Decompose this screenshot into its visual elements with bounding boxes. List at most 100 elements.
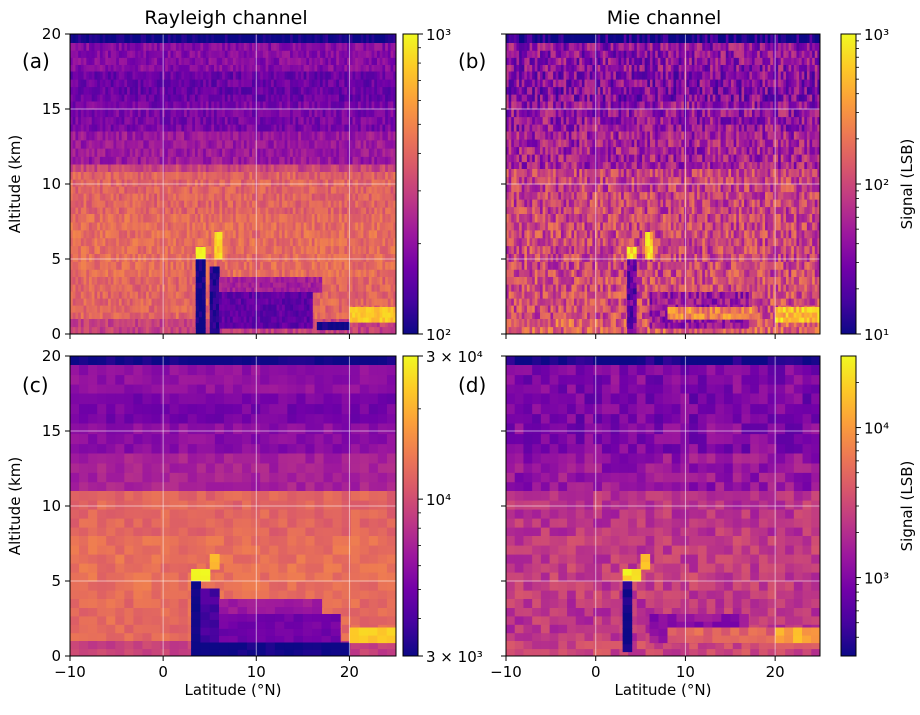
heatmap-cell <box>116 298 120 306</box>
heatmap-cell <box>72 237 77 247</box>
heatmap-cell <box>357 94 362 103</box>
heatmap-cell <box>330 34 335 44</box>
heatmap-cell <box>140 64 144 73</box>
heatmap-cell <box>167 291 172 299</box>
heatmap-cell <box>110 43 115 51</box>
heatmap-cell <box>310 287 314 293</box>
heatmap-cell <box>113 64 117 73</box>
heatmap-cell <box>118 229 123 239</box>
heatmap-cell <box>97 43 101 51</box>
heatmap-cell <box>279 148 283 157</box>
heatmap-cell <box>268 193 272 201</box>
heatmap-cell <box>241 64 245 73</box>
heatmap-cell <box>347 156 351 166</box>
heatmap-cell <box>281 86 286 95</box>
heatmap-cell <box>184 253 188 262</box>
heatmap-cell <box>192 139 196 149</box>
heatmap-cell <box>333 43 337 51</box>
heatmap-cell <box>374 124 378 133</box>
heatmap-cell <box>328 156 332 166</box>
heatmap-cell <box>194 179 199 187</box>
heatmap-cell <box>271 172 275 180</box>
heatmap-cell <box>349 50 354 58</box>
heatmap-cell <box>355 148 359 157</box>
heatmap-cell <box>347 269 351 278</box>
heatmap-cell <box>175 261 180 270</box>
heatmap-cell <box>352 156 356 166</box>
heatmap-cell <box>200 131 204 141</box>
heatmap-cell <box>129 193 134 201</box>
heatmap-cell <box>300 214 305 223</box>
heatmap-cell <box>271 34 275 44</box>
heatmap-cell <box>309 86 313 95</box>
heatmap-cell <box>91 269 96 278</box>
heatmap-cell <box>209 291 214 298</box>
heatmap-cell <box>352 131 356 141</box>
heatmap-cell <box>89 326 93 334</box>
heatmap-cell <box>113 291 117 299</box>
heatmap-cell <box>211 253 215 262</box>
heatmap-cell <box>338 298 343 306</box>
heatmap-cell <box>175 116 180 125</box>
heatmap-cell <box>224 221 229 231</box>
heatmap-cell <box>292 86 297 95</box>
heatmap-cell <box>192 284 196 292</box>
heatmap-cell <box>129 312 134 320</box>
heatmap-cell <box>110 101 115 110</box>
heatmap-cell <box>379 148 384 157</box>
heatmap-cell <box>132 269 136 278</box>
heatmap-cell <box>257 156 261 166</box>
heatmap-cell <box>290 64 294 73</box>
heatmap-cell <box>249 124 253 133</box>
heatmap-cell <box>75 50 79 58</box>
heatmap-cell <box>368 79 373 88</box>
heatmap-cell <box>292 229 297 239</box>
heatmap-cell <box>72 116 77 125</box>
heatmap-cell <box>322 291 326 299</box>
heatmap-cell <box>330 139 335 149</box>
heatmap-cell <box>314 261 318 270</box>
heatmap-cell <box>393 64 396 73</box>
heatmap-cell <box>317 214 321 223</box>
heatmap-cell <box>387 86 392 95</box>
heatmap-cell <box>235 200 240 208</box>
heatmap-cell <box>170 200 174 208</box>
heatmap-cell <box>127 221 131 231</box>
heatmap-cell <box>317 221 321 231</box>
heatmap-cell <box>333 229 337 239</box>
heatmap-cell <box>276 116 280 125</box>
heatmap-cell <box>257 148 261 157</box>
heatmap-cell <box>189 237 193 247</box>
heatmap-cell <box>352 291 356 299</box>
heatmap-cell <box>108 156 112 166</box>
heatmap-cell <box>352 207 356 215</box>
heatmap-cell <box>243 148 248 157</box>
heatmap-cell <box>212 309 217 317</box>
heatmap-cell <box>140 298 144 306</box>
heatmap-cell <box>319 43 324 51</box>
heatmap-cell <box>227 253 231 262</box>
heatmap-cell <box>192 200 196 208</box>
heatmap-cell <box>124 305 128 313</box>
heatmap-cell <box>325 326 329 334</box>
heatmap-cell <box>344 186 348 194</box>
heatmap-cell <box>165 64 169 73</box>
heatmap-cell <box>241 207 245 215</box>
heatmap-cell <box>108 277 112 285</box>
heatmap-cell <box>363 71 367 80</box>
heatmap-cell <box>75 269 79 278</box>
heatmap-cell <box>189 326 193 334</box>
heatmap-cell <box>344 237 348 247</box>
heatmap-cell <box>80 291 85 299</box>
heatmap-cell <box>233 79 237 88</box>
heatmap-cell <box>194 79 199 88</box>
heatmap-cell <box>205 214 210 223</box>
heatmap-cell <box>102 101 106 110</box>
heatmap-cell <box>336 50 340 58</box>
heatmap-cell <box>186 131 191 141</box>
heatmap-cell <box>222 94 226 103</box>
heatmap-cell <box>194 186 199 194</box>
heatmap-cell <box>116 148 120 157</box>
heatmap-cell <box>72 131 77 141</box>
heatmap-cell <box>151 200 155 208</box>
